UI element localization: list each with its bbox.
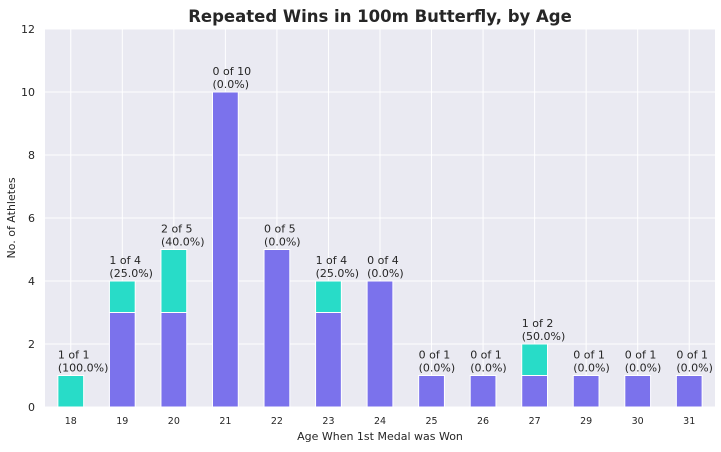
bar-annotation-count: 1 of 4 xyxy=(109,254,141,267)
bar-segment-no-repeat xyxy=(521,375,549,408)
bar-annotation-percent: (25.0%) xyxy=(316,267,360,280)
bar-annotation-percent: (0.0%) xyxy=(264,236,301,249)
bar-annotation-count: 0 of 1 xyxy=(470,349,502,362)
x-tick-label: 24 xyxy=(374,416,386,427)
x-tick-label: 18 xyxy=(65,416,77,427)
x-tick-label: 29 xyxy=(580,416,592,427)
bar-segment-no-repeat xyxy=(263,249,291,408)
x-tick-label: 20 xyxy=(168,416,180,427)
bar-annotation-percent: (100.0%) xyxy=(58,362,109,375)
bar-segment-no-repeat xyxy=(366,280,394,408)
data-labels: 1 of 1(100.0%)1 of 4(25.0%)2 of 5(40.0%)… xyxy=(58,65,713,375)
y-tick-label: 4 xyxy=(28,275,35,288)
bar-segment-repeat xyxy=(57,375,85,408)
y-axis-label: No. of Athletes xyxy=(5,177,18,258)
y-tick-label: 12 xyxy=(21,23,35,36)
x-tick-label: 30 xyxy=(632,416,644,427)
bar-annotation-percent: (40.0%) xyxy=(161,236,205,249)
bar-annotation-count: 0 of 1 xyxy=(573,349,605,362)
y-tick-label: 6 xyxy=(28,212,35,225)
bar-annotation-percent: (0.0%) xyxy=(419,362,456,375)
x-axis-label: Age When 1st Medal was Won xyxy=(297,430,463,443)
bar-annotation-percent: (0.0%) xyxy=(367,267,404,280)
x-tick-label: 26 xyxy=(477,416,489,427)
bar-segment-no-repeat xyxy=(675,375,703,408)
bar-segment-repeat xyxy=(108,280,136,313)
y-axis-ticks: 0 2 4 6 8 10 12 xyxy=(21,23,35,414)
bar-annotation-percent: (50.0%) xyxy=(522,330,566,343)
x-tick-label: 19 xyxy=(116,416,128,427)
y-tick-label: 10 xyxy=(21,86,35,99)
x-tick-label: 31 xyxy=(683,416,695,427)
chart-title: Repeated Wins in 100m Butterfly, by Age xyxy=(188,7,572,26)
bar-segment-no-repeat xyxy=(315,312,342,408)
bar-annotation-percent: (0.0%) xyxy=(676,362,713,375)
bar-annotation-count: 0 of 1 xyxy=(676,349,708,362)
bar-annotation-count: 0 of 10 xyxy=(213,65,252,78)
bar-annotation-percent: (0.0%) xyxy=(213,78,250,91)
x-tick-label: 22 xyxy=(271,416,283,427)
bar-annotation-count: 0 of 5 xyxy=(264,223,296,236)
y-tick-label: 0 xyxy=(28,401,35,414)
x-tick-label: 23 xyxy=(322,416,334,427)
bar-annotation-count: 1 of 1 xyxy=(58,349,90,362)
bar-segment-no-repeat xyxy=(212,91,239,408)
x-tick-label: 27 xyxy=(529,416,541,427)
bar-annotation-count: 2 of 5 xyxy=(161,223,193,236)
x-tick-label: 21 xyxy=(219,416,231,427)
x-axis-ticks: 18 19 20 21 22 23 24 25 26 27 29 30 31 xyxy=(65,416,696,427)
bar-segment-no-repeat xyxy=(418,375,445,408)
x-tick-label: 25 xyxy=(425,416,437,427)
bar-segment-no-repeat xyxy=(160,312,188,408)
bar-annotation-count: 0 of 4 xyxy=(367,254,399,267)
y-tick-label: 8 xyxy=(28,149,35,162)
bar-annotation-count: 1 of 4 xyxy=(316,254,348,267)
bar-annotation-percent: (25.0%) xyxy=(109,267,153,280)
bar-annotation-percent: (0.0%) xyxy=(625,362,662,375)
bar-segment-repeat xyxy=(521,343,549,376)
bar-annotation-percent: (0.0%) xyxy=(470,362,507,375)
bar-segment-no-repeat xyxy=(108,312,136,408)
bar-annotation-count: 1 of 2 xyxy=(522,317,554,330)
y-tick-label: 2 xyxy=(28,338,35,351)
bar-annotation-count: 0 of 1 xyxy=(625,349,657,362)
bars xyxy=(57,91,703,408)
bar-segment-no-repeat xyxy=(624,375,652,408)
bar-segment-no-repeat xyxy=(469,375,497,408)
bar-segment-no-repeat xyxy=(572,375,600,408)
bar-segment-repeat xyxy=(160,249,188,313)
bar-annotation-percent: (0.0%) xyxy=(573,362,610,375)
bar-annotation-count: 0 of 1 xyxy=(419,349,451,362)
bar-segment-repeat xyxy=(315,280,342,313)
